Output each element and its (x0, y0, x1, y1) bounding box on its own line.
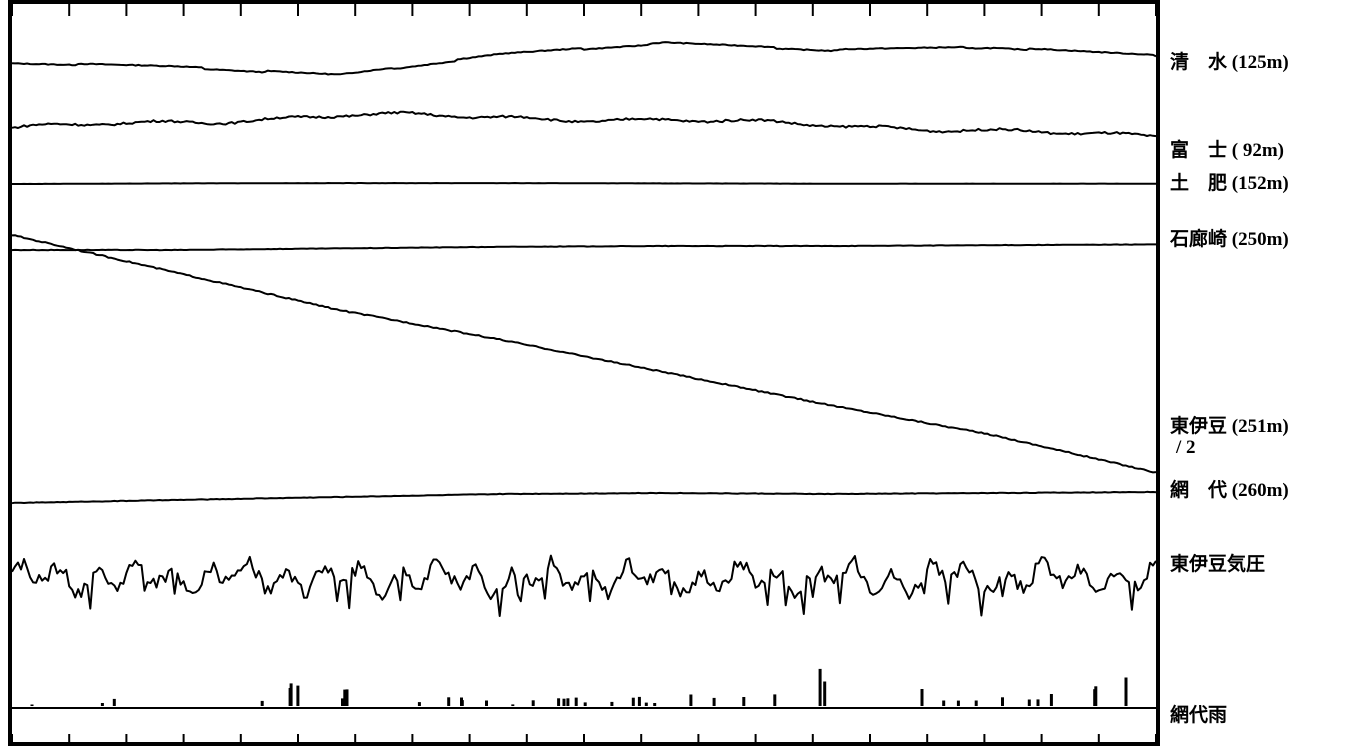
rain-bar (30, 704, 34, 706)
rain-bar (343, 689, 347, 706)
rain-bar (566, 698, 570, 706)
rain-bar (637, 696, 641, 706)
plot-frame (8, 0, 1160, 746)
rain-bar (562, 698, 566, 706)
rain-bar (1001, 697, 1004, 706)
rain-bar (1094, 686, 1098, 706)
rain-bar (644, 702, 648, 706)
rain-bar (417, 702, 421, 706)
trace-2 (12, 182, 1156, 185)
trace-4 (11, 234, 1157, 474)
rain-bar (447, 697, 451, 706)
rain-bar (1124, 677, 1128, 706)
label-rain: 網代雨 (1170, 705, 1228, 726)
rain-bar (942, 700, 946, 706)
trace-5 (11, 490, 1157, 505)
rain-bar (1027, 699, 1031, 706)
trace-3 (11, 243, 1156, 252)
label-higashiizu-scale: / 2 (1176, 437, 1196, 458)
rain-bar (956, 700, 960, 706)
label-ajiro: 網 代 (260m) (1170, 480, 1289, 501)
rain-bars (30, 668, 1128, 706)
rain-bar (100, 703, 104, 706)
label-fuji: 富 士 ( 92m) (1170, 140, 1284, 161)
trace-0 (11, 41, 1157, 76)
rain-bar (742, 697, 746, 706)
rain-bar (631, 697, 635, 706)
rain-bar (689, 694, 693, 706)
rain-bar (1049, 694, 1053, 706)
rain-bar (296, 685, 300, 706)
rain-bar (531, 700, 535, 706)
rain-bar (653, 703, 657, 706)
rain-bar (574, 697, 578, 706)
rain-bar (485, 700, 488, 706)
label-toi: 土 肥 (152m) (1170, 173, 1289, 194)
rain-bar (557, 698, 561, 706)
rain-bar (260, 700, 264, 706)
label-pressure: 東伊豆気圧 (1170, 554, 1266, 575)
series-traces (11, 41, 1157, 617)
rain-bar (773, 694, 777, 706)
trace-6 (11, 554, 1157, 617)
trace-1 (11, 110, 1157, 138)
rain-bar (712, 697, 716, 706)
rain-bar (974, 700, 978, 706)
rain-bar (818, 668, 822, 706)
label-irozaki: 石廊崎 (250m) (1170, 229, 1289, 250)
rain-bar (1036, 699, 1040, 706)
rain-bar (920, 689, 924, 706)
rain-bar (112, 698, 116, 706)
label-shimizu: 清 水 (125m) (1170, 52, 1289, 73)
rain-bar (341, 698, 344, 706)
rain-bar (583, 702, 587, 706)
rain-bar (511, 704, 515, 706)
rain-bar (823, 681, 827, 706)
rain-bar (288, 688, 292, 706)
label-higashiizu: 東伊豆 (251m) (1170, 416, 1289, 437)
rain-bar (610, 701, 614, 706)
x-axis-ticks (11, 2, 1157, 746)
rain-bar (345, 689, 349, 706)
rain-bar (460, 700, 464, 706)
